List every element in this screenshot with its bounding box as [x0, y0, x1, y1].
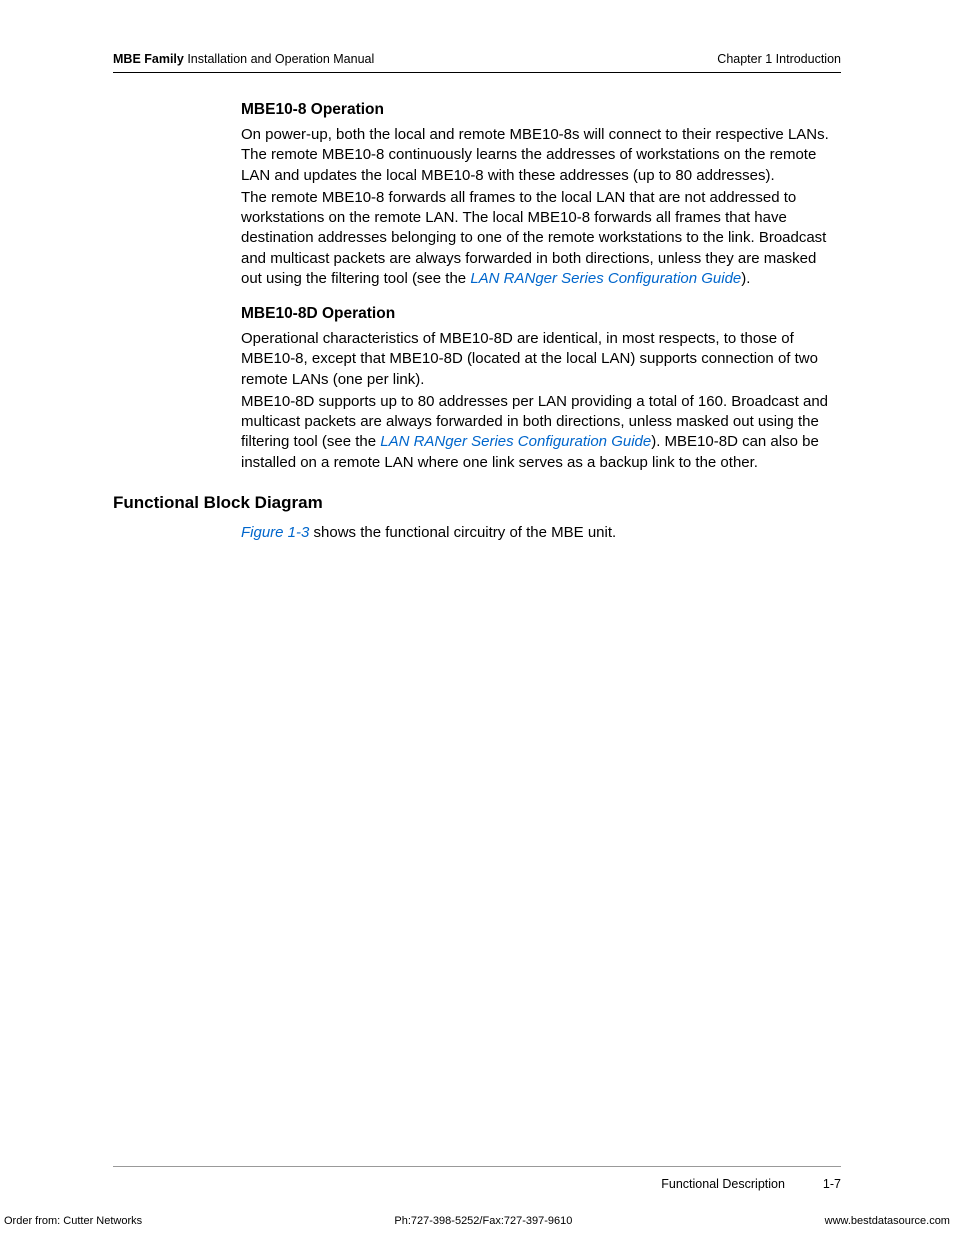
footer-area: Functional Description 1-7 Order from: C… [0, 1166, 954, 1235]
para-s2-p1: Operational characteristics of MBE10-8D … [241, 329, 841, 390]
gap-1 [113, 291, 841, 305]
manual-title-bold: MBE Family [113, 52, 184, 66]
para-s1-p2-text-b: ). [741, 270, 750, 287]
footer-section-label: Functional Description [661, 1177, 785, 1191]
heading-mbe10-8-operation: MBE10-8 Operation [241, 101, 841, 119]
manual-title-rest: Installation and Operation Manual [184, 52, 374, 66]
bottom-left: Order from: Cutter Networks [4, 1215, 142, 1227]
page-container: MBE Family Installation and Operation Ma… [0, 0, 954, 543]
content-block-1: MBE10-8 Operation On power-up, both the … [113, 101, 841, 289]
content-block-3: Figure 1-3 shows the functional circuitr… [113, 523, 841, 543]
para-s1-p2: The remote MBE10-8 forwards all frames t… [241, 188, 841, 289]
link-config-guide-2[interactable]: LAN RANger Series Configuration Guide [380, 433, 651, 450]
footer-rule-row: Functional Description 1-7 [113, 1166, 841, 1191]
header-chapter: Chapter 1 Introduction [717, 52, 841, 66]
para-s1-p1: On power-up, both the local and remote M… [241, 125, 841, 186]
para-s2-p2: MBE10-8D supports up to 80 addresses per… [241, 392, 841, 473]
footer-page-number: 1-7 [823, 1177, 841, 1191]
link-config-guide-1[interactable]: LAN RANger Series Configuration Guide [470, 270, 741, 287]
para-s3-p1: Figure 1-3 shows the functional circuitr… [241, 523, 841, 543]
para-s3-p1-rest: shows the functional circuitry of the MB… [309, 524, 616, 541]
page-header: MBE Family Installation and Operation Ma… [113, 52, 841, 73]
header-left: MBE Family Installation and Operation Ma… [113, 52, 374, 66]
link-figure-1-3[interactable]: Figure 1-3 [241, 524, 309, 541]
bottom-bar: Order from: Cutter Networks Ph:727-398-5… [0, 1191, 954, 1235]
heading-mbe10-8d-operation: MBE10-8D Operation [241, 305, 841, 323]
heading-functional-block-diagram: Functional Block Diagram [113, 493, 841, 513]
bottom-right: www.bestdatasource.com [825, 1215, 950, 1227]
content-block-2: MBE10-8D Operation Operational character… [113, 305, 841, 473]
bottom-center: Ph:727-398-5252/Fax:727-397-9610 [394, 1215, 572, 1227]
